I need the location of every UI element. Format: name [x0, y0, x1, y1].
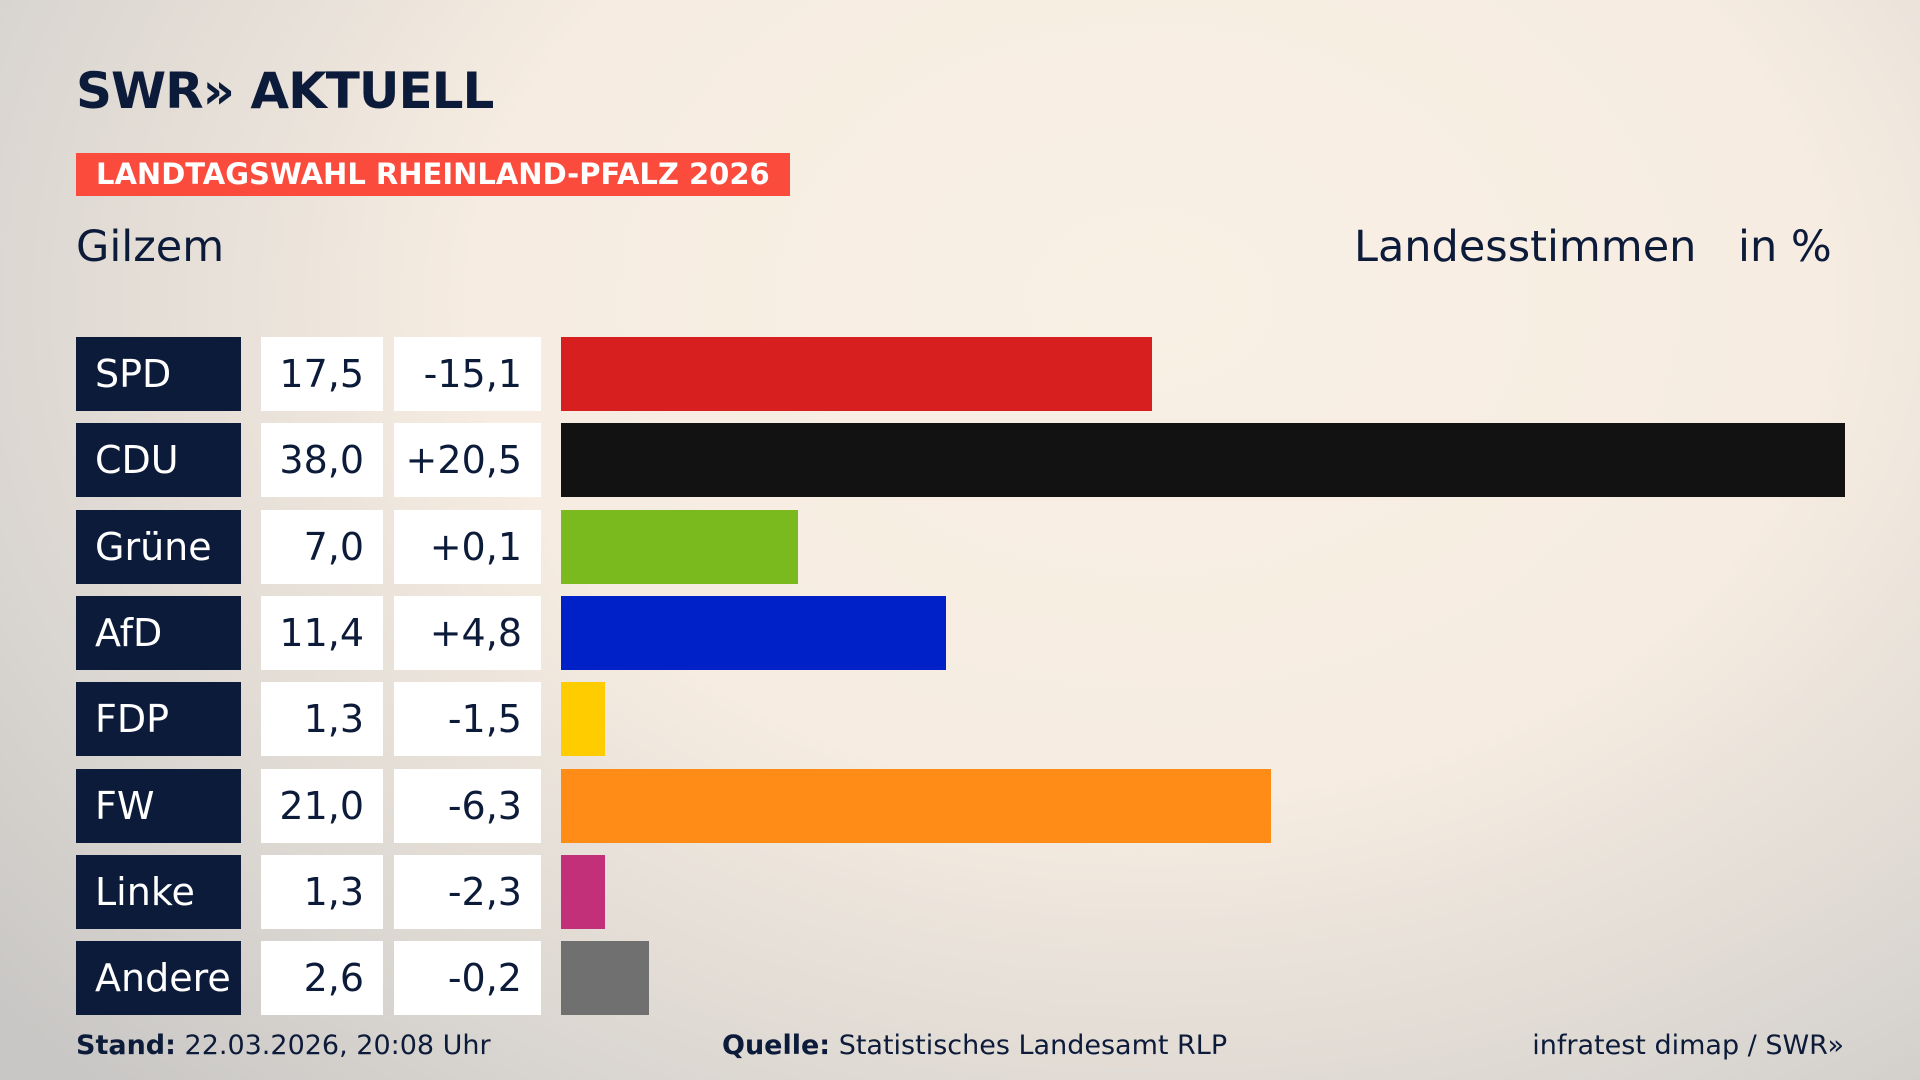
party-label: AfD	[76, 595, 241, 670]
vote-change: -0,2	[394, 941, 541, 1016]
vote-share: 11,4	[261, 595, 383, 670]
brand-logo: SWR» AKTUELL	[76, 62, 494, 120]
timestamp-value: 22.03.2026, 20:08 Uhr	[184, 1030, 491, 1061]
vote-share: 21,0	[261, 768, 383, 843]
timestamp: Stand: 22.03.2026, 20:08 Uhr	[76, 1030, 491, 1061]
party-label: FDP	[76, 682, 241, 757]
election-banner: LANDTAGSWAHL RHEINLAND-PFALZ 2026	[76, 153, 790, 196]
vote-share: 1,3	[261, 854, 383, 929]
party-label: Grüne	[76, 509, 241, 584]
bar	[561, 509, 798, 584]
vote-share: 38,0	[261, 423, 383, 498]
bar	[561, 941, 649, 1016]
source-value: Statistisches Landesamt RLP	[838, 1030, 1228, 1061]
vote-change: -15,1	[394, 337, 541, 411]
vote-share: 1,3	[261, 682, 383, 757]
vote-share: 17,5	[261, 337, 383, 411]
district-name: Gilzem	[76, 222, 225, 272]
party-label: FW	[76, 768, 241, 843]
vote-share: 2,6	[261, 941, 383, 1016]
bar	[561, 682, 605, 757]
measure-label: Landesstimmen	[1354, 222, 1697, 272]
vote-share: 7,0	[261, 509, 383, 584]
party-label: Linke	[76, 854, 241, 929]
vote-change: +20,5	[394, 423, 541, 498]
vote-change: -2,3	[394, 854, 541, 929]
unit-label: in %	[1738, 222, 1832, 272]
bar	[561, 854, 605, 929]
party-label: CDU	[76, 423, 241, 498]
vote-change: -1,5	[394, 682, 541, 757]
party-label: SPD	[76, 337, 241, 411]
vote-change: +4,8	[394, 595, 541, 670]
vote-change: +0,1	[394, 509, 541, 584]
source-label: Quelle:	[722, 1030, 831, 1061]
bar	[561, 768, 1271, 843]
source: Quelle: Statistisches Landesamt RLP	[722, 1030, 1227, 1061]
vote-change: -6,3	[394, 768, 541, 843]
bar	[561, 423, 1845, 498]
bar	[561, 337, 1153, 411]
party-label: Andere	[76, 941, 241, 1016]
timestamp-label: Stand:	[76, 1030, 176, 1061]
credit: infratest dimap / SWR»	[1532, 1030, 1844, 1061]
bar	[561, 595, 947, 670]
